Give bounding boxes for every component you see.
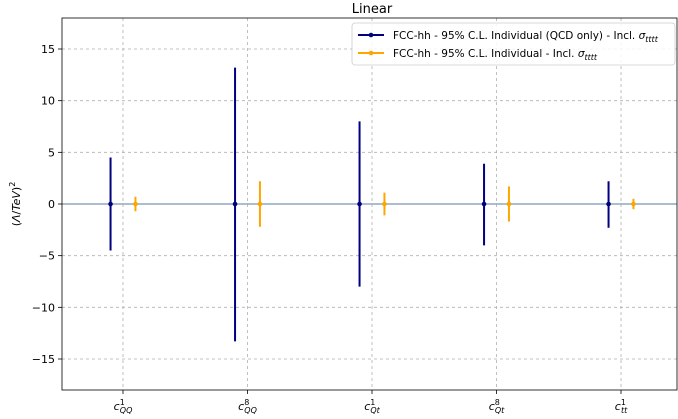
- y-tick-label: 0: [48, 198, 55, 211]
- x-tick-label: c8 QQ: [238, 398, 257, 415]
- x-tick-label: c1 tt: [615, 398, 628, 415]
- center-point-0-4: [606, 201, 611, 207]
- y-tick-label: 15: [41, 43, 55, 56]
- legend-label-1: FCC-hh - 95% C.L. Individual - Incl. σtt…: [393, 48, 598, 62]
- x-tick-label: c1 QQ: [114, 398, 133, 415]
- legend: FCC-hh - 95% C.L. Individual (QCD only) …: [351, 22, 676, 66]
- center-point-1-3: [506, 201, 512, 207]
- x-axis-ticks: c1 QQ c8 QQ c1 Qt c8 Qt c1 tt: [114, 390, 628, 415]
- y-tick-label: −15: [32, 353, 55, 366]
- y-tick-label: 10: [41, 95, 55, 108]
- y-tick-label: 5: [48, 146, 55, 159]
- x-tick-label: c1 Qt: [364, 398, 380, 415]
- chart-title: Linear: [352, 2, 393, 17]
- center-point-0-1: [232, 201, 238, 207]
- y-tick-label: −10: [32, 301, 55, 314]
- center-point-0-3: [481, 201, 487, 207]
- legend-marker-1: [368, 50, 374, 56]
- center-point-1-2: [382, 201, 387, 207]
- x-tick-label: c8 Qt: [489, 398, 505, 415]
- error-bars: [108, 67, 636, 342]
- y-tick-label: −5: [39, 250, 55, 263]
- y-axis-label: (Λ/TeV)2: [8, 182, 23, 227]
- legend-label-0: FCC-hh - 95% C.L. Individual (QCD only) …: [393, 30, 659, 44]
- legend-marker-0: [368, 32, 374, 38]
- center-point-1-0: [133, 201, 138, 207]
- center-point-0-0: [108, 201, 113, 207]
- legend-box: [351, 22, 676, 66]
- center-point-0-2: [357, 201, 362, 207]
- center-point-1-1: [257, 201, 263, 207]
- center-point-1-4: [631, 201, 636, 207]
- y-axis-ticks: −15 −10 −5 0 5 10 15: [32, 43, 62, 366]
